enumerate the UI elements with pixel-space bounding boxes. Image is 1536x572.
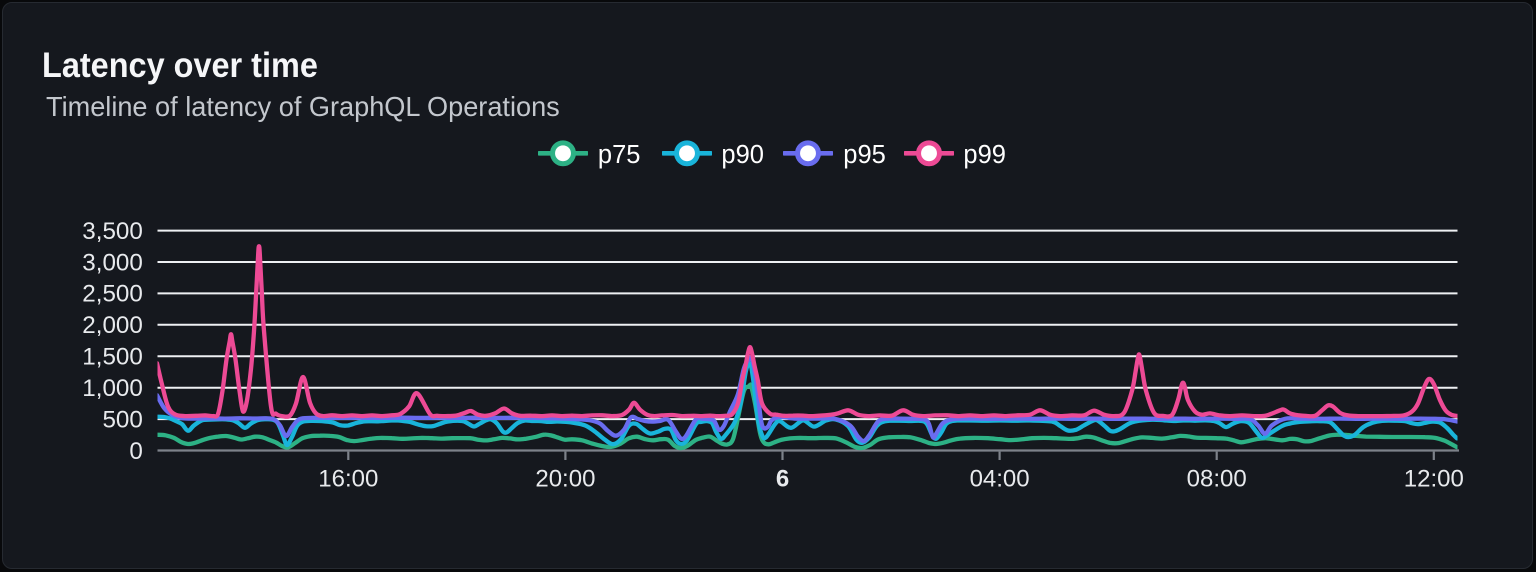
svg-text:16:00: 16:00 (318, 465, 378, 492)
svg-text:1,500: 1,500 (82, 344, 143, 371)
svg-text:08:00: 08:00 (1187, 465, 1247, 492)
svg-text:500: 500 (102, 406, 142, 433)
svg-text:1,000: 1,000 (82, 375, 143, 402)
svg-text:2,000: 2,000 (82, 312, 143, 339)
svg-text:12:00: 12:00 (1404, 465, 1464, 492)
svg-text:04:00: 04:00 (970, 465, 1030, 492)
svg-text:6: 6 (776, 465, 789, 492)
svg-text:2,500: 2,500 (82, 281, 143, 308)
svg-text:0: 0 (129, 438, 142, 465)
svg-text:3,500: 3,500 (82, 218, 143, 245)
svg-text:3,000: 3,000 (82, 249, 143, 276)
svg-text:20:00: 20:00 (535, 465, 595, 492)
